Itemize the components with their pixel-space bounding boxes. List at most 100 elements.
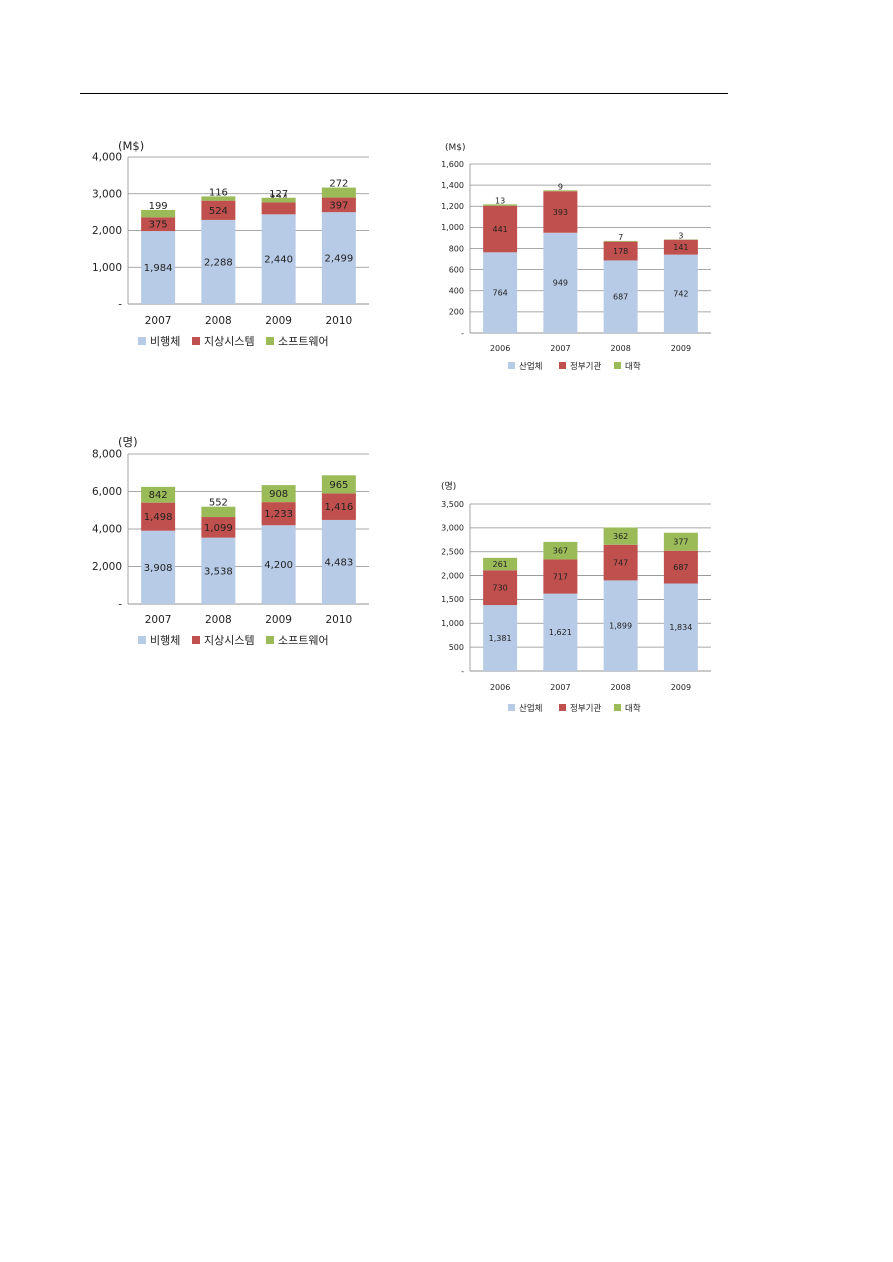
bar-segment-2 [543, 191, 578, 233]
data-label: 908 [269, 489, 288, 500]
bar-segment-3 [261, 197, 296, 203]
data-label: 747 [613, 558, 628, 567]
legend-swatch [508, 362, 515, 369]
bar-segment-1 [543, 593, 578, 671]
data-label: 377 [673, 538, 688, 547]
legend-label: 산업체 [519, 361, 542, 372]
x-tick-label: 2008 [610, 683, 630, 692]
bar-segment-2 [321, 197, 356, 213]
y-tick-label: 3,000 [441, 524, 464, 533]
data-label: 1,834 [669, 623, 692, 632]
legend-label: 정부기관 [570, 703, 601, 714]
data-label: 127 [269, 189, 288, 200]
data-label: 552 [209, 498, 228, 509]
data-label: 1,498 [144, 512, 173, 523]
bar-segment-3 [201, 506, 236, 518]
bar-segment-1 [201, 537, 236, 604]
bar-segment-1 [663, 254, 698, 333]
bar-segment-3 [483, 204, 518, 206]
bar-segment-2 [261, 202, 296, 215]
data-label: 3 [678, 231, 683, 240]
data-label: 764 [492, 288, 507, 297]
data-label: 687 [673, 563, 688, 572]
y-tick-label: 1,600 [441, 160, 464, 169]
bar-segment-2 [663, 239, 698, 255]
data-label: 524 [209, 206, 228, 217]
legend-swatch [614, 362, 621, 369]
x-tick-label: 2007 [145, 315, 172, 327]
data-label: 3,538 [204, 566, 233, 577]
data-label: 842 [149, 490, 168, 501]
y-tick-label: 1,500 [441, 595, 464, 604]
bar-segment-1 [483, 605, 518, 671]
y-tick-label: - [118, 299, 122, 311]
bar-segment-1 [483, 252, 518, 333]
bar-segment-3 [603, 527, 638, 545]
header-rule [80, 93, 728, 94]
legend-swatch [138, 337, 146, 345]
y-tick-label: 600 [449, 265, 464, 274]
data-label: 393 [553, 208, 568, 217]
legend-label: 지상시스템 [204, 634, 255, 647]
legend-swatch [266, 337, 274, 345]
legend-label: 정부기관 [570, 361, 601, 372]
y-tick-label: 2,000 [441, 571, 464, 580]
bar-segment-2 [141, 502, 176, 531]
bar-segment-2 [141, 217, 176, 232]
legend-swatch [138, 636, 146, 644]
data-label: 362 [613, 532, 628, 541]
bar-segment-3 [141, 486, 176, 503]
data-label: 4,483 [325, 557, 354, 568]
data-label: 116 [209, 187, 228, 198]
x-tick-label: 2008 [205, 614, 232, 626]
bar-segment-1 [261, 525, 296, 604]
legend-label: 산업체 [519, 703, 542, 714]
legend-swatch [192, 636, 200, 644]
data-label: 2,499 [325, 254, 354, 265]
x-tick-label: 2009 [265, 315, 292, 327]
data-label: 1,381 [489, 634, 512, 643]
data-label: 1,099 [204, 523, 233, 534]
bar-segment-1 [201, 219, 236, 304]
data-label: 687 [613, 293, 628, 302]
data-label: 742 [673, 290, 688, 299]
y-tick-label: 1,200 [441, 202, 464, 211]
data-label: 367 [553, 546, 568, 555]
y-tick-label: 1,000 [92, 262, 122, 274]
data-label: 397 [329, 200, 348, 211]
bar-segment-1 [141, 231, 176, 304]
bar-segment-1 [663, 583, 698, 671]
legend-label: 비행체 [150, 634, 180, 647]
bar-segment-2 [663, 550, 698, 584]
data-label: 272 [329, 179, 348, 190]
bar-segment-3 [603, 240, 638, 242]
x-tick-label: 2007 [145, 614, 172, 626]
data-label: 141 [673, 243, 688, 252]
bar-segment-2 [483, 570, 518, 606]
x-tick-label: 2006 [490, 683, 510, 692]
legend-swatch [192, 337, 200, 345]
data-label: 1,621 [549, 628, 572, 637]
bar-segment-3 [543, 190, 578, 192]
y-tick-label: 3,000 [92, 188, 122, 200]
data-label: 1,899 [609, 621, 632, 630]
data-label: 4,200 [264, 560, 293, 571]
data-label: 375 [149, 220, 168, 231]
legend-swatch [559, 362, 566, 369]
y-tick-label: 1,000 [441, 619, 464, 628]
data-label: 13 [495, 196, 505, 205]
bar-segment-2 [321, 493, 356, 520]
data-label: 965 [329, 480, 348, 491]
y-tick-label: 1,000 [441, 223, 464, 232]
bar-segment-1 [321, 212, 356, 304]
data-label: 2,440 [264, 255, 293, 266]
bar-segment-3 [201, 196, 236, 201]
y-tick-label: 2,000 [92, 225, 122, 237]
x-tick-label: 2007 [550, 344, 570, 353]
data-label: 730 [492, 583, 507, 592]
y-tick-label: - [461, 329, 464, 338]
bar-segment-1 [141, 530, 176, 604]
legend-label: 지상시스템 [204, 335, 255, 348]
